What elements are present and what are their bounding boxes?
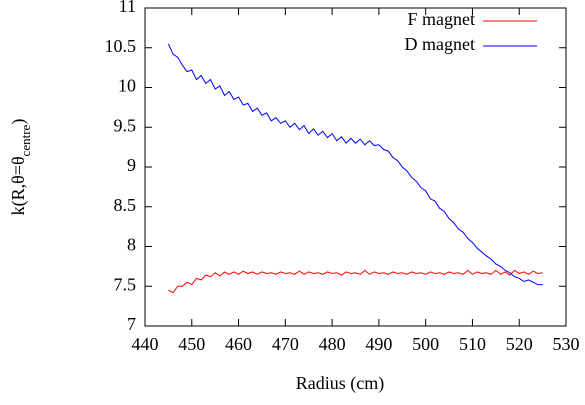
y-tick-label: 9.5 [114,115,137,135]
y-tick-label: 7 [127,314,136,334]
x-tick-label: 460 [225,334,252,354]
x-tick-label: 530 [553,334,580,354]
plot-frame [144,7,567,327]
y-label-sub: centre [18,124,33,156]
y-tick-label: 7.5 [114,274,137,294]
y-tick-label: 10 [118,76,136,96]
x-tick-label: 500 [412,334,439,354]
y-tick-label: 9 [127,155,136,175]
y-tick-label: 11 [119,0,136,16]
data-line [168,269,543,294]
x-tick-label: 450 [178,334,205,354]
x-tick-label: 520 [506,334,533,354]
y-tick-label: 8.5 [114,195,137,215]
y-tick-label: 8 [127,235,136,255]
legend-label: D magnet [405,34,475,54]
x-tick-label: 490 [365,334,392,354]
x-tick-label: 510 [459,334,486,354]
y-axis-label: k(R,θ=θcentre) [8,119,33,216]
y-label-main: k(R,θ=θ [8,156,29,215]
y-tick-label: 10.5 [105,36,137,56]
x-tick-label: 440 [132,334,159,354]
x-tick-label: 470 [272,334,299,354]
x-tick-label: 480 [319,334,346,354]
x-axis-label: Radius (cm) [296,373,384,394]
y-label-end: ) [8,119,29,125]
legend-label: F magnet [408,9,476,29]
data-line [167,43,543,286]
